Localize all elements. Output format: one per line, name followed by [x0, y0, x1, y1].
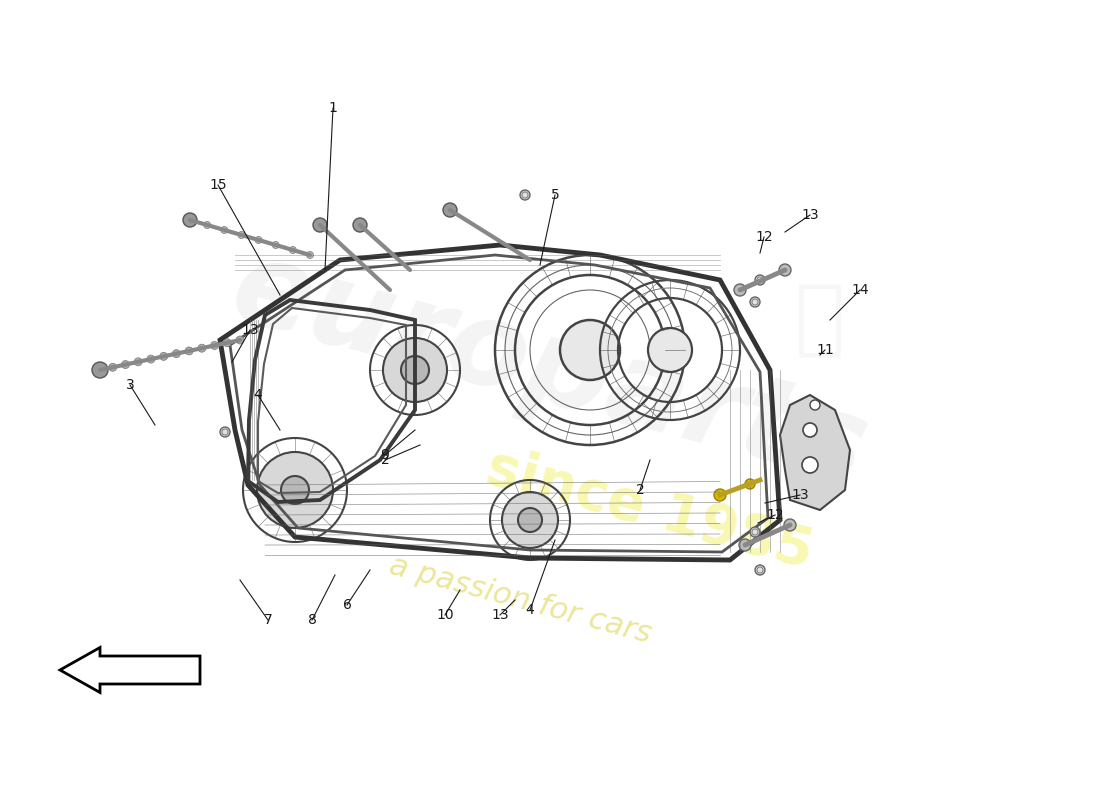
- Circle shape: [198, 344, 206, 352]
- Text: europarts: europarts: [220, 230, 880, 510]
- Text: 15: 15: [209, 178, 227, 192]
- Text: 13: 13: [492, 608, 509, 622]
- Circle shape: [272, 242, 279, 249]
- Circle shape: [734, 284, 746, 296]
- Circle shape: [353, 218, 367, 232]
- Circle shape: [238, 231, 245, 238]
- Circle shape: [810, 400, 820, 410]
- Circle shape: [750, 297, 760, 307]
- Circle shape: [236, 336, 244, 344]
- Circle shape: [522, 192, 528, 198]
- Circle shape: [289, 246, 296, 254]
- Circle shape: [183, 213, 197, 227]
- Circle shape: [803, 423, 817, 437]
- Text: 13: 13: [241, 323, 258, 337]
- Circle shape: [502, 492, 558, 548]
- Text: 2: 2: [636, 483, 645, 497]
- Circle shape: [314, 218, 327, 232]
- Circle shape: [560, 320, 620, 380]
- Circle shape: [185, 347, 194, 355]
- Circle shape: [755, 275, 764, 285]
- Text: 4: 4: [254, 388, 263, 402]
- Text: 1: 1: [329, 101, 338, 115]
- Circle shape: [257, 452, 333, 528]
- Circle shape: [220, 427, 230, 437]
- Circle shape: [648, 328, 692, 372]
- Circle shape: [280, 476, 309, 504]
- Text: 8: 8: [308, 613, 317, 627]
- Circle shape: [173, 350, 180, 358]
- Circle shape: [160, 352, 167, 360]
- Circle shape: [187, 217, 194, 223]
- Circle shape: [520, 190, 530, 200]
- Circle shape: [518, 508, 542, 532]
- Text: 6: 6: [342, 598, 351, 612]
- Text: 12: 12: [756, 230, 773, 244]
- Circle shape: [745, 479, 755, 489]
- Text: 5: 5: [551, 188, 560, 202]
- Circle shape: [255, 237, 262, 243]
- Circle shape: [784, 519, 796, 531]
- Text: 3: 3: [125, 378, 134, 392]
- Circle shape: [383, 338, 447, 402]
- Text: 13: 13: [801, 208, 818, 222]
- Text: since 1985: since 1985: [481, 441, 820, 579]
- Circle shape: [402, 356, 429, 384]
- Circle shape: [757, 567, 763, 573]
- Circle shape: [739, 539, 751, 551]
- Text: 🔱: 🔱: [795, 279, 845, 361]
- Polygon shape: [780, 395, 850, 510]
- Text: 12: 12: [767, 508, 784, 522]
- Circle shape: [204, 222, 210, 229]
- Circle shape: [109, 363, 117, 371]
- Circle shape: [307, 251, 314, 258]
- Circle shape: [92, 362, 108, 378]
- Circle shape: [752, 529, 758, 535]
- Circle shape: [714, 489, 726, 501]
- Circle shape: [802, 457, 818, 473]
- Text: 11: 11: [816, 343, 834, 357]
- Circle shape: [96, 366, 104, 374]
- Circle shape: [223, 338, 231, 346]
- Circle shape: [221, 226, 228, 234]
- Text: 7: 7: [264, 613, 273, 627]
- Circle shape: [121, 361, 130, 369]
- Circle shape: [210, 342, 219, 350]
- Text: 14: 14: [851, 283, 869, 297]
- FancyArrow shape: [60, 647, 200, 693]
- Circle shape: [755, 565, 764, 575]
- Circle shape: [752, 299, 758, 305]
- Text: 9: 9: [381, 448, 389, 462]
- Circle shape: [757, 277, 763, 283]
- Text: 13: 13: [791, 488, 808, 502]
- Text: 10: 10: [437, 608, 454, 622]
- Circle shape: [750, 527, 760, 537]
- Text: 4: 4: [526, 603, 535, 617]
- Text: 2: 2: [381, 453, 389, 467]
- Circle shape: [443, 203, 456, 217]
- Circle shape: [222, 429, 228, 435]
- Circle shape: [134, 358, 142, 366]
- Circle shape: [147, 355, 155, 363]
- Text: a passion for cars: a passion for cars: [386, 551, 654, 649]
- Circle shape: [779, 264, 791, 276]
